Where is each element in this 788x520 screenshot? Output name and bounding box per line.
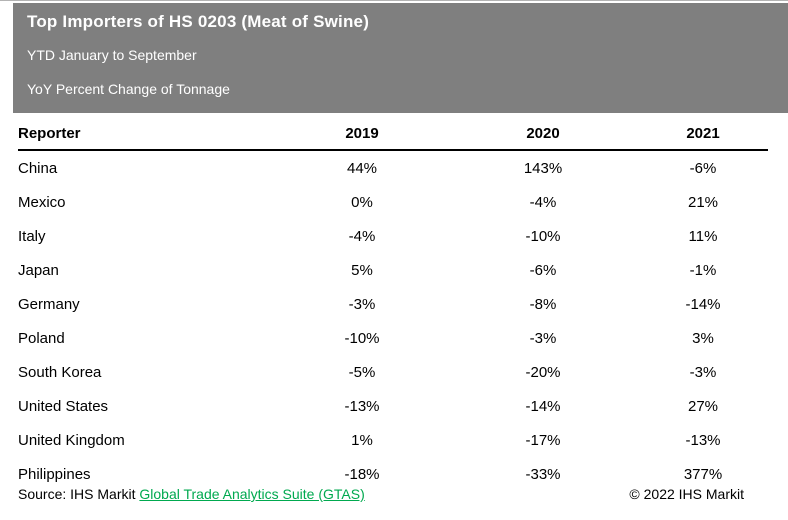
value-2019-cell: -4% bbox=[348, 227, 376, 245]
value-2021-cell: -3% bbox=[689, 363, 717, 381]
reporter-cell: Italy bbox=[18, 227, 46, 245]
value-2019-cell: 44% bbox=[346, 159, 378, 177]
gtas-source-link[interactable]: Global Trade Analytics Suite (GTAS) bbox=[139, 486, 365, 502]
value-2020-cell: -14% bbox=[525, 397, 561, 415]
value-2019-cell: 1% bbox=[351, 431, 373, 449]
value-2020-cell: -8% bbox=[529, 295, 557, 313]
value-2020-cell: 143% bbox=[523, 159, 563, 177]
table-row: Poland -10% -3% 3% bbox=[18, 321, 768, 355]
value-2020-cell: -3% bbox=[529, 329, 557, 347]
value-2021-cell: -1% bbox=[689, 261, 717, 279]
reporter-cell: Mexico bbox=[18, 193, 66, 211]
page-title: Top Importers of HS 0203 (Meat of Swine) bbox=[27, 12, 370, 31]
value-2020-cell: -20% bbox=[525, 363, 561, 381]
value-2020-cell: -33% bbox=[525, 465, 561, 483]
value-2021-cell: 11% bbox=[688, 227, 718, 245]
value-2020-cell: -6% bbox=[529, 261, 557, 279]
value-2019-cell: -10% bbox=[344, 329, 380, 347]
importers-table: Reporter 2019 2020 2021 China 44% 143% -… bbox=[18, 122, 768, 491]
value-2019-cell: 5% bbox=[351, 261, 373, 279]
value-2021-cell: -14% bbox=[685, 295, 721, 313]
value-2021-cell: 21% bbox=[687, 193, 719, 211]
value-2019-cell: -18% bbox=[344, 465, 380, 483]
footer: Source: IHS Markit Global Trade Analytic… bbox=[18, 486, 768, 502]
value-2021-cell: 3% bbox=[692, 329, 714, 347]
table-row: Italy -4% -10% 11% bbox=[18, 219, 768, 253]
column-header-reporter: Reporter bbox=[18, 122, 276, 151]
table-row: United Kingdom 1% -17% -13% bbox=[18, 423, 768, 457]
value-2021-cell: -13% bbox=[685, 431, 721, 449]
reporter-cell: Poland bbox=[18, 329, 65, 347]
reporter-cell: United States bbox=[18, 397, 109, 415]
value-2019-cell: -5% bbox=[348, 363, 376, 381]
copyright-text: © 2022 IHS Markit bbox=[629, 486, 744, 502]
value-2020-cell: -10% bbox=[525, 227, 561, 245]
value-2021-cell: 377% bbox=[683, 465, 723, 483]
value-2019-cell: -13% bbox=[344, 397, 380, 415]
table-row: Philippines -18% -33% 377% bbox=[18, 457, 768, 491]
column-header-2021: 2021 bbox=[638, 122, 768, 151]
value-2021-cell: -6% bbox=[689, 159, 717, 177]
source-line: Source: IHS Markit Global Trade Analytic… bbox=[18, 486, 365, 502]
table-row: Mexico 0% -4% 21% bbox=[18, 185, 768, 219]
reporter-cell: Japan bbox=[18, 261, 59, 279]
table-row: China 44% 143% -6% bbox=[18, 150, 768, 185]
column-header-2020: 2020 bbox=[448, 122, 638, 151]
reporter-cell: China bbox=[18, 159, 58, 177]
subtitle-period: YTD January to September bbox=[27, 47, 197, 63]
subtitle-metric: YoY Percent Change of Tonnage bbox=[27, 81, 230, 97]
reporter-cell: South Korea bbox=[18, 363, 102, 381]
table-row: Germany -3% -8% -14% bbox=[18, 287, 768, 321]
value-2019-cell: -3% bbox=[348, 295, 376, 313]
table-row: Japan 5% -6% -1% bbox=[18, 253, 768, 287]
reporter-cell: United Kingdom bbox=[18, 431, 125, 449]
value-2020-cell: -4% bbox=[529, 193, 557, 211]
table-row: South Korea -5% -20% -3% bbox=[18, 355, 768, 389]
reporter-cell: Germany bbox=[18, 295, 80, 313]
title-banner: Top Importers of HS 0203 (Meat of Swine)… bbox=[13, 3, 788, 113]
source-prefix: Source: IHS Markit bbox=[18, 486, 140, 502]
value-2020-cell: -17% bbox=[525, 431, 561, 449]
reporter-cell: Philippines bbox=[18, 465, 91, 483]
value-2021-cell: 27% bbox=[687, 397, 719, 415]
table-row: United States -13% -14% 27% bbox=[18, 389, 768, 423]
table-body: China 44% 143% -6% Mexico 0% -4% 21% Ita… bbox=[18, 150, 768, 491]
column-header-2019: 2019 bbox=[276, 122, 448, 151]
value-2019-cell: 0% bbox=[351, 193, 373, 211]
table-header-row: Reporter 2019 2020 2021 bbox=[18, 122, 768, 151]
